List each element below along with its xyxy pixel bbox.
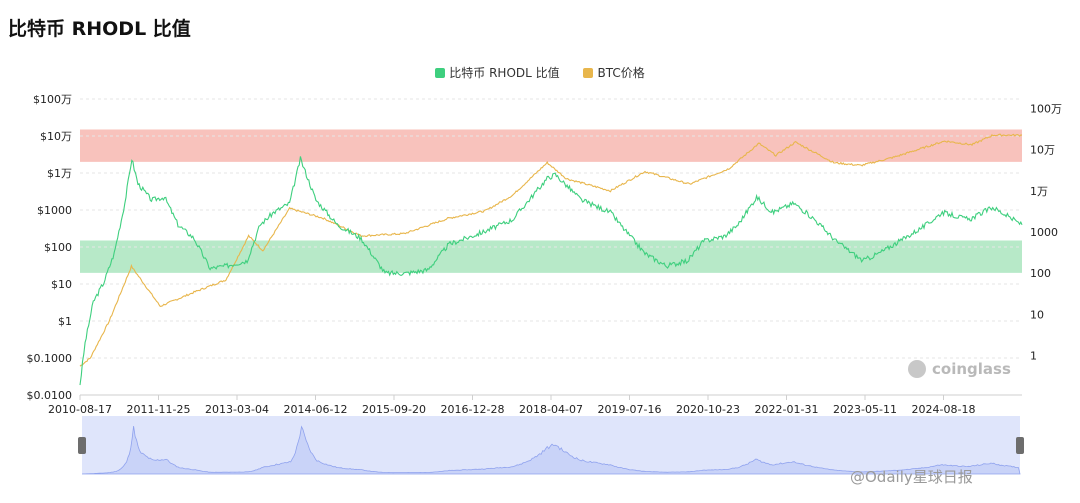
x-tick-label: 2022-01-31 bbox=[755, 403, 819, 416]
coinglass-icon bbox=[908, 360, 926, 378]
x-tick-label: 2024-08-18 bbox=[912, 403, 976, 416]
legend: 比特币 RHODL 比值 BTC价格 bbox=[0, 64, 1080, 81]
gridlines bbox=[80, 98, 1022, 396]
right-tick-label: 1000 bbox=[1030, 226, 1058, 239]
x-tick-label: 2011-11-25 bbox=[127, 403, 191, 416]
x-tick-label: 2018-04-07 bbox=[519, 403, 583, 416]
x-tick-label: 2019-07-16 bbox=[598, 403, 662, 416]
navigator-series bbox=[81, 425, 1021, 475]
x-tick-label: 2014-06-12 bbox=[284, 403, 348, 416]
left-tick-label: $10 bbox=[51, 278, 72, 291]
watermark: @Odaily星球日报 bbox=[850, 468, 973, 486]
right-tick-label: 10万 bbox=[1030, 144, 1055, 157]
right-tick-label: 1 bbox=[1030, 350, 1037, 363]
x-tick-label: 2010-08-17 bbox=[48, 403, 112, 416]
x-tick-label: 2015-09-20 bbox=[362, 403, 426, 416]
legend-item-rhodl[interactable]: 比特币 RHODL 比值 bbox=[435, 64, 560, 81]
red-band bbox=[80, 129, 1022, 162]
legend-swatch-btc bbox=[583, 68, 594, 78]
left-tick-label: $1000 bbox=[37, 204, 72, 217]
navigator-handle-left[interactable] bbox=[78, 437, 86, 454]
left-tick-label: $1万 bbox=[47, 167, 72, 180]
series-line-btc-price bbox=[79, 133, 1023, 367]
left-tick-label: $0.0100 bbox=[27, 389, 73, 402]
right-tick-label: 10 bbox=[1030, 308, 1044, 321]
brand-logo: coinglass bbox=[908, 360, 1011, 378]
left-tick-label: $100 bbox=[44, 241, 72, 254]
bands bbox=[80, 129, 1022, 273]
x-axis: 2010-08-17 2011-11-25 2013-03-04 2014-06-12… bbox=[48, 394, 1022, 416]
right-tick-label: 1万 bbox=[1030, 185, 1048, 198]
left-tick-label: $10万 bbox=[40, 130, 72, 143]
navigator[interactable] bbox=[78, 416, 1024, 475]
page-title: 比特币 RHODL 比值 bbox=[8, 18, 191, 40]
green-band bbox=[80, 240, 1022, 273]
x-tick-label: 2020-10-23 bbox=[676, 403, 740, 416]
left-tick-label: $1 bbox=[58, 315, 72, 328]
x-tick-label: 2016-12-28 bbox=[441, 403, 505, 416]
x-tick-label: 2013-03-04 bbox=[205, 403, 269, 416]
right-tick-label: 100万 bbox=[1030, 102, 1062, 115]
left-tick-label: $0.1000 bbox=[27, 352, 73, 365]
brand-text: coinglass bbox=[932, 360, 1011, 378]
left-axis: $0.0100 $0.1000 $1 $10 $100 $1000 $1万 $10万 $100万 bbox=[27, 93, 73, 402]
legend-swatch-rhodl bbox=[435, 68, 446, 78]
right-tick-label: 100 bbox=[1030, 267, 1051, 280]
legend-label-rhodl: 比特币 RHODL 比值 bbox=[449, 66, 560, 80]
series-line-rhodl bbox=[79, 156, 1023, 386]
x-tick-label: 2023-05-11 bbox=[833, 403, 897, 416]
series-layer bbox=[79, 133, 1023, 386]
left-tick-label: $100万 bbox=[33, 93, 72, 106]
legend-label-btc: BTC价格 bbox=[597, 66, 645, 80]
navigator-handle-right[interactable] bbox=[1016, 437, 1024, 454]
right-axis: 1 10 100 1000 1万 10万 100万 bbox=[1030, 102, 1062, 362]
legend-item-btc[interactable]: BTC价格 bbox=[583, 64, 645, 81]
